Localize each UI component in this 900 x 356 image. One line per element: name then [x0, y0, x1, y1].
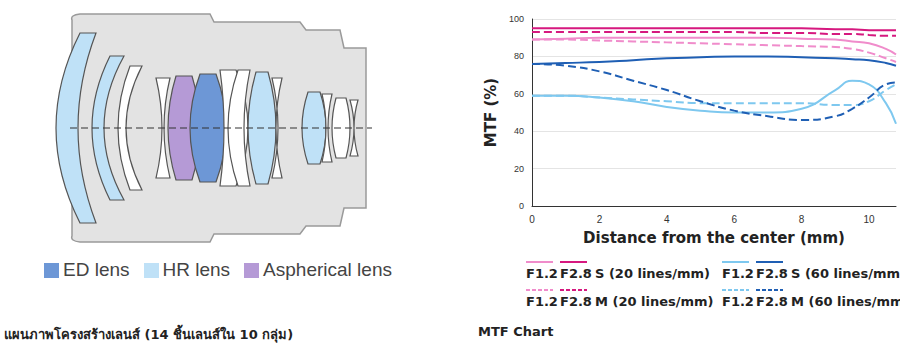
svg-text:F2.8: F2.8: [756, 294, 788, 309]
svg-text:F1.2: F1.2: [722, 266, 754, 281]
svg-text:6: 6: [731, 214, 737, 225]
svg-text:F1.2: F1.2: [526, 266, 558, 281]
html-text:ED lens: ED lens: [63, 259, 130, 280]
svg-text:80: 80: [514, 51, 524, 61]
svg-text:0: 0: [529, 214, 535, 225]
html-text:แผนภาพโครงสร้างเลนส์ (14 ชิ้นเ: แผนภาพโครงสร้างเลนส์ (14 ชิ้นเลนส์ใน 10 …: [4, 327, 294, 342]
svg-text:0: 0: [519, 201, 524, 211]
svg-text:S (20 lines/mm): S (20 lines/mm): [595, 266, 710, 281]
svg-text:2: 2: [597, 214, 603, 225]
svg-text:MTF (%): MTF (%): [482, 78, 500, 147]
svg-text:F1.2: F1.2: [526, 294, 558, 309]
svg-text:S (60 lines/mm): S (60 lines/mm): [791, 266, 900, 281]
svg-text:M (60 lines/mm): M (60 lines/mm): [791, 294, 900, 309]
html-text:Aspherical lens: Aspherical lens: [263, 259, 392, 280]
svg-text:10: 10: [863, 214, 875, 225]
svg-text:F2.8: F2.8: [560, 294, 592, 309]
svg-text:60: 60: [514, 89, 524, 99]
html-text:MTF Chart: MTF Chart: [478, 324, 554, 339]
svg-text:F1.2: F1.2: [722, 294, 754, 309]
svg-text:M (20 lines/mm): M (20 lines/mm): [595, 294, 714, 309]
svg-text:F2.8: F2.8: [756, 266, 788, 281]
svg-text:4: 4: [664, 214, 670, 225]
svg-text:40: 40: [514, 126, 524, 136]
svg-text:8: 8: [799, 214, 805, 225]
svg-text:20: 20: [514, 164, 524, 174]
svg-text:100: 100: [509, 14, 524, 24]
svg-text:F2.8: F2.8: [560, 266, 592, 281]
svg-text:Distance from the center (mm): Distance from the center (mm): [583, 229, 845, 247]
html-text:HR lens: HR lens: [162, 259, 231, 280]
